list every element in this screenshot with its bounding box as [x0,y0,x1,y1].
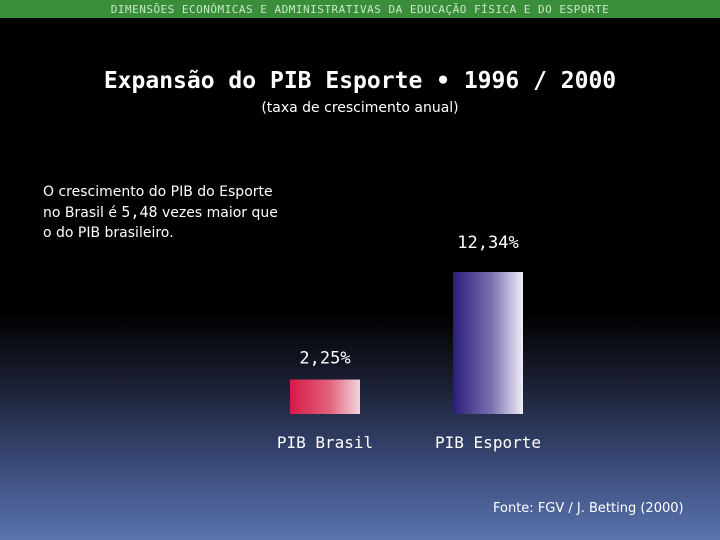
growth-note: O crescimento do PIB do Esporte no Brasi… [43,182,283,243]
category-label-pib-esporte: PIB Esporte [435,433,541,452]
chart-subtitle: (taxa de crescimento anual) [261,100,459,116]
bar-pib-brasil [290,379,360,414]
value-label-pib-brasil: 2,25% [299,349,350,369]
note-text-after: vezes maior que o do PIB brasileiro. [43,205,278,241]
banner-text: DIMENSÕES ECONÔMICAS E ADMINISTRATIVAS D… [110,2,610,16]
bar-pib-esporte [453,272,523,414]
source-note: Fonte: FGV / J. Betting (2000) [493,501,684,516]
note-text-before: O crescimento do PIB do Esporte no Brasi… [43,184,273,221]
chart-title: Expansão do PIB Esporte • 1996 / 2000 [103,68,617,94]
category-label-pib-brasil: PIB Brasil [277,433,373,452]
note-highlight-value: 5,48 [121,203,158,221]
value-label-pib-esporte: 12,34% [457,233,518,253]
top-banner: DIMENSÕES ECONÔMICAS E ADMINISTRATIVAS D… [0,0,720,18]
